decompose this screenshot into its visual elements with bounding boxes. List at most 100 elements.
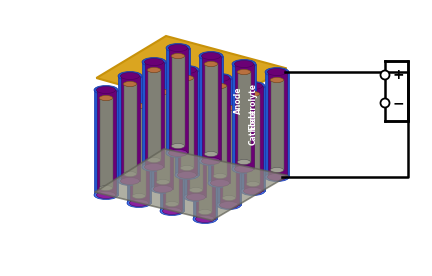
Ellipse shape [151, 184, 175, 193]
Ellipse shape [198, 209, 212, 214]
Ellipse shape [151, 79, 175, 89]
Polygon shape [222, 108, 235, 198]
Polygon shape [96, 90, 115, 195]
Polygon shape [166, 48, 190, 153]
Polygon shape [181, 78, 194, 168]
Ellipse shape [184, 192, 208, 201]
Polygon shape [196, 114, 215, 219]
Ellipse shape [118, 71, 142, 81]
Ellipse shape [142, 163, 166, 171]
Ellipse shape [181, 76, 194, 81]
Ellipse shape [381, 99, 390, 107]
Text: Electrolyte: Electrolyte [248, 83, 257, 129]
Ellipse shape [172, 144, 184, 148]
Ellipse shape [219, 201, 238, 208]
Ellipse shape [247, 182, 260, 187]
Ellipse shape [124, 81, 137, 86]
Ellipse shape [121, 177, 140, 184]
Ellipse shape [270, 78, 283, 83]
Ellipse shape [133, 193, 146, 198]
Polygon shape [96, 36, 286, 110]
Ellipse shape [201, 158, 220, 164]
Ellipse shape [160, 206, 184, 216]
Ellipse shape [270, 168, 283, 172]
Polygon shape [162, 106, 181, 211]
Ellipse shape [144, 59, 163, 65]
Ellipse shape [124, 81, 137, 86]
Polygon shape [118, 76, 142, 181]
Ellipse shape [162, 208, 181, 214]
Ellipse shape [222, 195, 235, 200]
Polygon shape [232, 64, 256, 169]
Ellipse shape [94, 86, 118, 94]
Ellipse shape [213, 174, 226, 179]
Ellipse shape [204, 152, 217, 156]
Ellipse shape [118, 176, 142, 185]
Polygon shape [144, 62, 163, 167]
Ellipse shape [144, 163, 163, 171]
Ellipse shape [247, 92, 260, 97]
Polygon shape [193, 114, 217, 219]
Polygon shape [95, 149, 288, 221]
Ellipse shape [165, 112, 178, 116]
Ellipse shape [175, 65, 199, 75]
Polygon shape [151, 84, 175, 189]
Polygon shape [187, 92, 206, 197]
Ellipse shape [166, 44, 190, 52]
Ellipse shape [147, 158, 161, 163]
Ellipse shape [187, 89, 206, 95]
Ellipse shape [168, 44, 187, 52]
Ellipse shape [156, 89, 169, 94]
Polygon shape [127, 98, 151, 203]
Text: Cathode: Cathode [248, 109, 257, 145]
Ellipse shape [190, 97, 203, 102]
Polygon shape [121, 76, 140, 181]
Ellipse shape [190, 187, 203, 192]
Ellipse shape [99, 95, 112, 100]
Polygon shape [244, 86, 263, 191]
Ellipse shape [217, 95, 241, 105]
Ellipse shape [270, 78, 283, 83]
Ellipse shape [121, 73, 140, 79]
Ellipse shape [165, 201, 178, 206]
Ellipse shape [217, 200, 241, 209]
Polygon shape [238, 72, 251, 162]
Polygon shape [267, 72, 286, 177]
Polygon shape [94, 90, 118, 195]
Ellipse shape [181, 166, 194, 171]
Ellipse shape [265, 68, 289, 76]
Ellipse shape [178, 171, 197, 179]
Ellipse shape [267, 174, 286, 181]
Ellipse shape [187, 193, 206, 200]
Polygon shape [168, 48, 187, 153]
Ellipse shape [210, 179, 229, 187]
Ellipse shape [184, 87, 208, 97]
Polygon shape [130, 98, 149, 203]
Polygon shape [270, 80, 283, 170]
Ellipse shape [244, 83, 263, 89]
Ellipse shape [232, 60, 256, 68]
Ellipse shape [381, 70, 390, 79]
Ellipse shape [213, 84, 226, 89]
Polygon shape [147, 70, 161, 160]
Polygon shape [208, 78, 232, 183]
Ellipse shape [156, 179, 169, 184]
Ellipse shape [190, 97, 203, 102]
Ellipse shape [241, 187, 265, 195]
Polygon shape [124, 84, 137, 174]
Polygon shape [184, 92, 208, 197]
Ellipse shape [99, 95, 112, 100]
Polygon shape [133, 106, 146, 196]
Ellipse shape [208, 73, 232, 83]
Polygon shape [142, 62, 166, 167]
Ellipse shape [204, 62, 217, 67]
Ellipse shape [156, 89, 169, 94]
Polygon shape [156, 92, 169, 182]
Polygon shape [204, 64, 217, 154]
Ellipse shape [160, 102, 184, 110]
Ellipse shape [196, 216, 215, 222]
Ellipse shape [133, 104, 146, 108]
Ellipse shape [238, 70, 251, 75]
Polygon shape [247, 94, 260, 184]
Ellipse shape [147, 68, 161, 73]
